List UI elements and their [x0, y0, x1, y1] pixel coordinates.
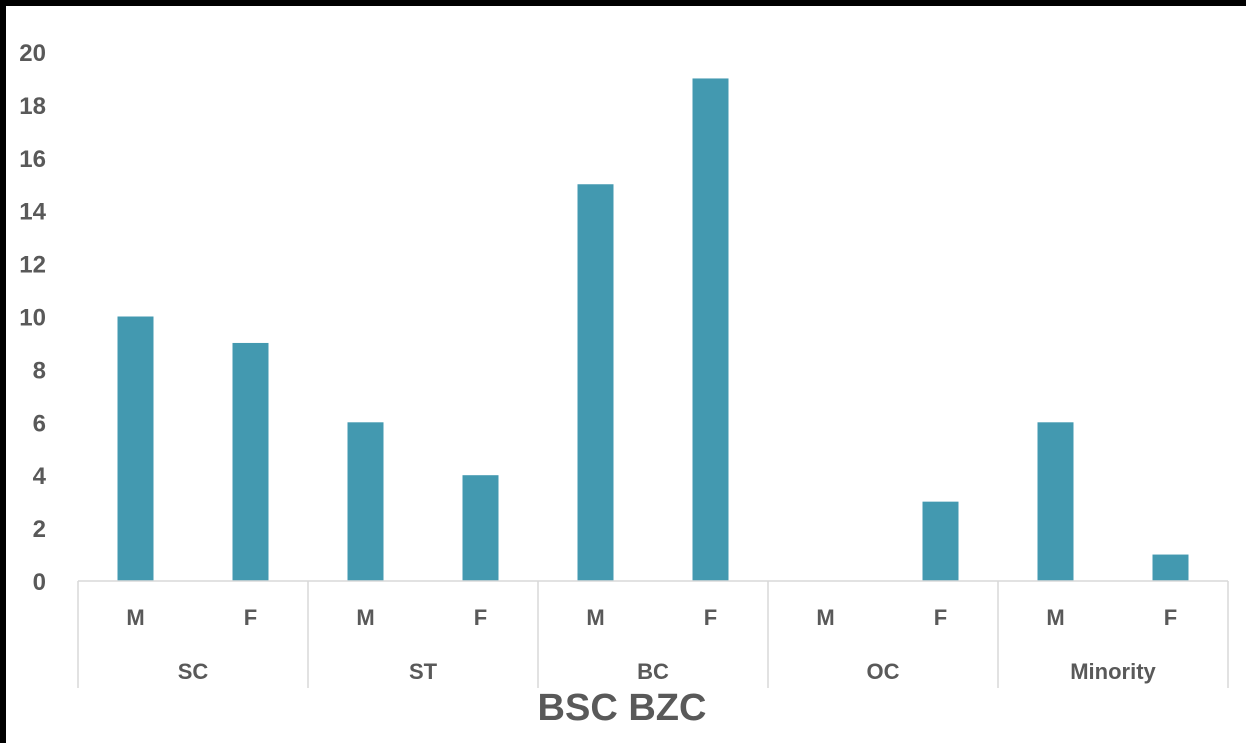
- bars: [117, 78, 1189, 581]
- y-tick-label: 8: [33, 357, 46, 384]
- y-tick-label: 16: [19, 146, 46, 173]
- x-category-label: F: [244, 605, 257, 630]
- x-group-label: SC: [178, 659, 209, 684]
- x-category-label: F: [474, 605, 487, 630]
- y-tick-label: 20: [19, 40, 46, 67]
- x-category-label: M: [356, 605, 374, 630]
- x-group-label: BC: [637, 659, 669, 684]
- y-tick-label: 18: [19, 93, 46, 120]
- y-tick-label: 2: [33, 516, 46, 543]
- bar-st-m: [347, 422, 384, 581]
- x-category-label: F: [704, 605, 717, 630]
- bar-sc-f: [232, 342, 269, 581]
- bar-minority-m: [1037, 422, 1074, 581]
- x-category-label: F: [934, 605, 947, 630]
- x-category-label: M: [126, 605, 144, 630]
- x-axis: M F SC M F ST M F BC M F OC M F Minority: [77, 580, 1229, 688]
- x-group-label: ST: [409, 659, 438, 684]
- bar-oc-f: [922, 501, 959, 581]
- x-category-label: F: [1164, 605, 1177, 630]
- y-tick-label: 4: [33, 463, 47, 490]
- bar-minority-f: [1152, 554, 1189, 581]
- x-group-label: Minority: [1070, 659, 1156, 684]
- bar-bc-m: [577, 184, 614, 581]
- y-axis-ticks: 0 2 4 6 8 10 12 14 16 18 20: [19, 40, 46, 596]
- x-category-label: M: [1046, 605, 1064, 630]
- y-tick-label: 14: [19, 199, 46, 226]
- x-group-label: OC: [867, 659, 900, 684]
- x-category-label: M: [586, 605, 604, 630]
- bar-bc-f: [692, 78, 729, 581]
- bar-st-f: [462, 475, 499, 581]
- y-tick-label: 0: [33, 569, 46, 596]
- y-tick-label: 6: [33, 410, 46, 437]
- y-tick-label: 12: [19, 252, 46, 279]
- y-tick-label: 10: [19, 305, 46, 332]
- x-category-label: M: [816, 605, 834, 630]
- bar-sc-m: [117, 316, 154, 581]
- x-axis-title: BSC BZC: [538, 687, 707, 729]
